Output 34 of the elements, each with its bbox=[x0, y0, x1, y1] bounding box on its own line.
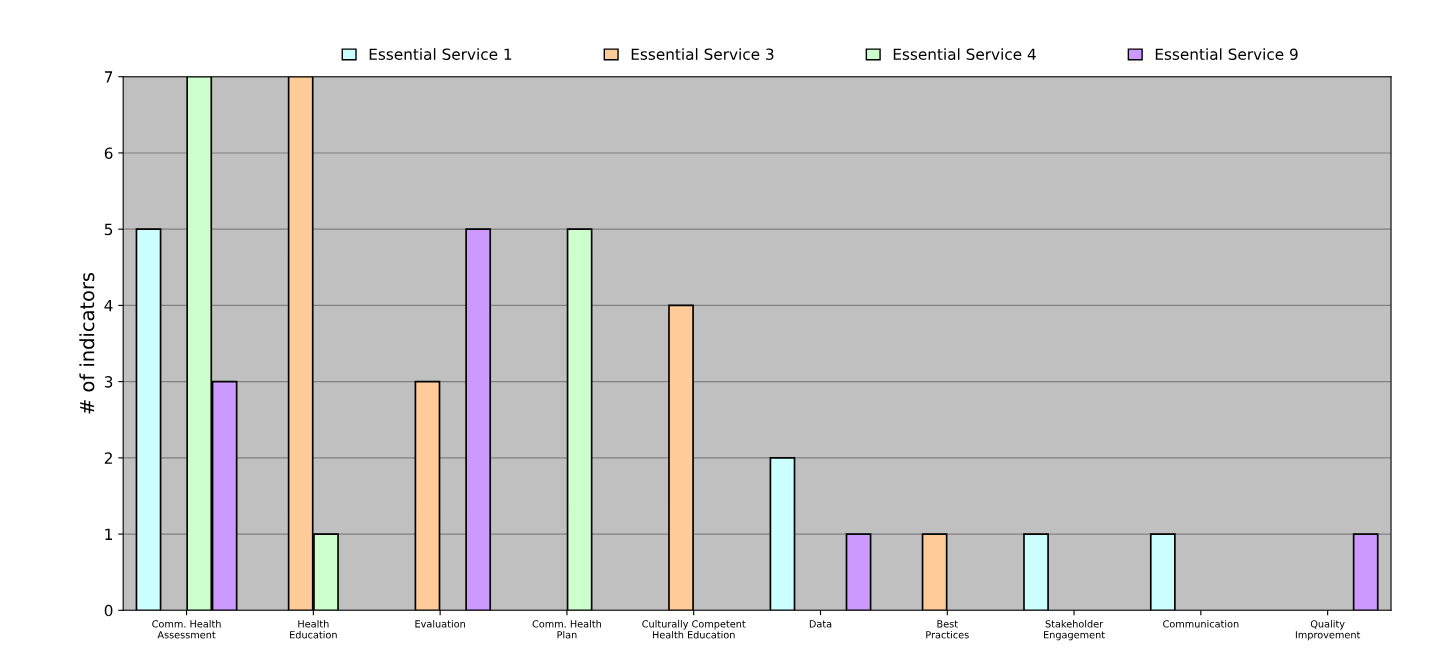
y-tick-label: 3 bbox=[104, 376, 113, 388]
bar bbox=[1023, 533, 1049, 611]
bar bbox=[845, 533, 872, 611]
legend-label: Essential Service 1 bbox=[369, 48, 512, 60]
bar bbox=[1352, 533, 1379, 611]
x-tick-label: Health Education bbox=[290, 620, 337, 639]
y-tick-label: 2 bbox=[104, 452, 112, 464]
x-tick-label: Evaluation bbox=[415, 620, 465, 628]
y-axis-title: # of indicators bbox=[79, 272, 95, 414]
x-tick-label: Communication bbox=[1163, 620, 1239, 628]
legend-label: Essential Service 4 bbox=[893, 48, 1036, 60]
y-tick-label: 0 bbox=[104, 604, 113, 617]
x-tick-label: Culturally Competent Health Education bbox=[642, 620, 746, 639]
x-tick-label: Comm. Health Assessment bbox=[152, 620, 221, 639]
legend-label: Essential Service 3 bbox=[631, 48, 774, 60]
y-tick-label: 5 bbox=[104, 223, 113, 236]
y-tick-label: 6 bbox=[104, 147, 113, 159]
y-tick-label: 4 bbox=[104, 300, 113, 312]
y-tick-label: 7 bbox=[104, 71, 113, 83]
bar bbox=[566, 228, 593, 611]
x-tick-label: Data bbox=[809, 620, 832, 628]
bar bbox=[921, 533, 948, 611]
bar bbox=[135, 228, 162, 611]
bar bbox=[414, 380, 441, 611]
x-tick-label: Best Practices bbox=[926, 620, 969, 639]
x-tick-label: Quality Improvement bbox=[1295, 620, 1361, 641]
bar bbox=[769, 457, 796, 611]
bar bbox=[668, 304, 694, 611]
x-tick-label: Comm. Health Plan bbox=[532, 620, 601, 639]
bar bbox=[465, 228, 492, 611]
bar bbox=[1149, 533, 1176, 611]
x-tick-label: Stakeholder Engagement bbox=[1044, 620, 1105, 641]
y-tick-label: 1 bbox=[105, 528, 113, 540]
legend-label: Essential Service 9 bbox=[1155, 48, 1298, 60]
